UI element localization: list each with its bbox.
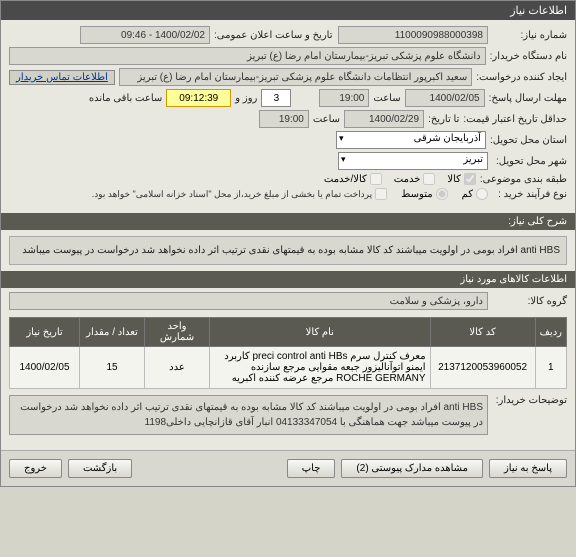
th-row: ردیف (535, 318, 566, 347)
low-radio-text: کم (462, 189, 473, 200)
attachments-button[interactable]: مشاهده مدارک پیوستی (2) (341, 459, 483, 478)
window-title: اطلاعات نیاز (510, 5, 567, 17)
delivery-city-label: شهر محل تحویل: (492, 156, 567, 167)
th-code: کد کالا (430, 318, 535, 347)
service-checkbox-label[interactable]: خدمت (394, 173, 436, 185)
need-number-field: 1100090988000398 (338, 26, 488, 44)
announce-datetime-label: تاریخ و ساعت اعلان عمومی: (214, 30, 334, 41)
deadline-time-field: 19:00 (319, 89, 369, 107)
back-button[interactable]: بازگشت (68, 459, 132, 478)
td-code: 2137120053960052 (430, 347, 535, 389)
main-window: اطلاعات نیاز شماره نیاز: 110009098800039… (0, 0, 576, 487)
goods-service-checkbox-label[interactable]: کالا/خدمت (324, 173, 382, 185)
th-qty: تعداد / مقدار (80, 318, 145, 347)
goods-checkbox-text: کالا (447, 174, 461, 185)
group-label: گروه کالا: (492, 296, 567, 307)
medium-radio-label[interactable]: متوسط (401, 188, 447, 200)
items-section-header: اطلاعات کالاهای مورد نیاز (1, 271, 575, 288)
items-table: ردیف کد کالا نام کالا واحد شمارش تعداد /… (9, 317, 567, 389)
goods-service-checkbox (370, 173, 382, 185)
td-qty: 15 (80, 347, 145, 389)
td-row: 1 (535, 347, 566, 389)
buyer-notes-field: anti HBS افراد بومی در اولویت میباشند کد… (9, 395, 488, 435)
exit-button[interactable]: خروج (9, 459, 62, 478)
buyer-contact-button[interactable]: اطلاعات تماس خریدار (9, 70, 115, 85)
th-date: تاریخ نیاز (10, 318, 80, 347)
footer-buttons: پاسخ به نیاز مشاهده مدارک پیوستی (2) چاپ… (1, 450, 575, 486)
low-radio-label[interactable]: کم (462, 188, 488, 200)
td-unit: عدد (145, 347, 210, 389)
deadline-label: مهلت ارسال پاسخ: (489, 93, 567, 104)
demand-type-label: طبقه بندی موضوعی: (480, 174, 567, 185)
desc-box: anti HBS افراد بومی در اولویت میباشند کد… (9, 236, 567, 265)
time-label-2: ساعت (313, 114, 340, 125)
delivery-province-label: استان محل تحویل: (490, 135, 567, 146)
time-label-1: ساعت (373, 93, 400, 104)
medium-radio (436, 188, 448, 200)
deadline-date-field: 1400/02/05 (405, 89, 485, 107)
delivery-province-dropdown[interactable]: آذربایجان شرقی (336, 131, 486, 149)
goods-checkbox-label[interactable]: کالا (447, 173, 476, 185)
creator-label: ایجاد کننده درخواست: (476, 72, 567, 83)
delivery-city-value: تبریز (463, 154, 483, 165)
credit-min-label: حداقل تاریخ اعتبار قیمت: (463, 114, 567, 125)
table-row[interactable]: 1 2137120053960052 معرف کنترل سرم preci … (10, 347, 567, 389)
td-name: معرف کنترل سرم preci control anti HBs کا… (210, 347, 431, 389)
until-date-label: تا تاریخ: (428, 114, 459, 125)
process-note-text: پرداخت تمام یا بخشی از مبلغ خرید،از محل … (92, 189, 372, 200)
td-date: 1400/02/05 (10, 347, 80, 389)
process-note-checkbox (375, 188, 387, 200)
goods-checkbox (464, 173, 476, 185)
form-area: شماره نیاز: 1100090988000398 تاریخ و ساع… (1, 20, 575, 209)
countdown-field: 09:12:39 (166, 89, 231, 107)
creator-field: سعید اکبرپور انتظامات دانشگاه علوم پزشکی… (119, 68, 472, 86)
announce-datetime-field: 1400/02/02 - 09:46 (80, 26, 210, 44)
need-number-label: شماره نیاز: (492, 30, 567, 41)
th-unit: واحد شمارش (145, 318, 210, 347)
service-checkbox (423, 173, 435, 185)
th-name: نام کالا (210, 318, 431, 347)
medium-radio-text: متوسط (401, 189, 432, 200)
items-table-wrap: ردیف کد کالا نام کالا واحد شمارش تعداد /… (1, 317, 575, 389)
print-button[interactable]: چاپ (287, 459, 336, 478)
group-value-field: دارو، پزشکی و سلامت (9, 292, 488, 310)
demand-type-checkboxes: کالا خدمت کالا/خدمت (324, 173, 476, 185)
window-title-bar: اطلاعات نیاز (1, 1, 575, 20)
buyer-org-field: دانشگاه علوم پزشکی تبریز-بیمارستان امام … (9, 47, 486, 65)
countdown-suffix: ساعت باقی مانده (89, 93, 162, 104)
buyer-notes-label: توضیحات خریدار: (492, 395, 567, 406)
delivery-city-dropdown[interactable]: تبریز (338, 152, 488, 170)
process-note-check: پرداخت تمام یا بخشی از مبلغ خرید،از محل … (92, 188, 387, 200)
process-type-radios: کم متوسط (401, 188, 488, 200)
credit-time-field: 19:00 (259, 110, 309, 128)
days-value-field: 3 (261, 89, 291, 107)
buyer-org-label: نام دستگاه خریدار: (490, 51, 567, 62)
low-radio (476, 188, 488, 200)
process-type-label: نوع فرآیند خرید : (492, 189, 567, 200)
days-label: روز و (235, 93, 257, 104)
credit-date-field: 1400/02/29 (344, 110, 424, 128)
goods-service-checkbox-text: کالا/خدمت (324, 174, 367, 185)
desc-section-header: شرح کلی نیاز: (1, 213, 575, 230)
delivery-province-value: آذربایجان شرقی (414, 133, 481, 144)
reply-button[interactable]: پاسخ به نیاز (489, 459, 567, 478)
service-checkbox-text: خدمت (394, 174, 421, 185)
table-header-row: ردیف کد کالا نام کالا واحد شمارش تعداد /… (10, 318, 567, 347)
